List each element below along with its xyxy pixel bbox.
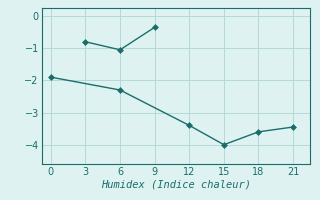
X-axis label: Humidex (Indice chaleur): Humidex (Indice chaleur) — [101, 180, 251, 190]
